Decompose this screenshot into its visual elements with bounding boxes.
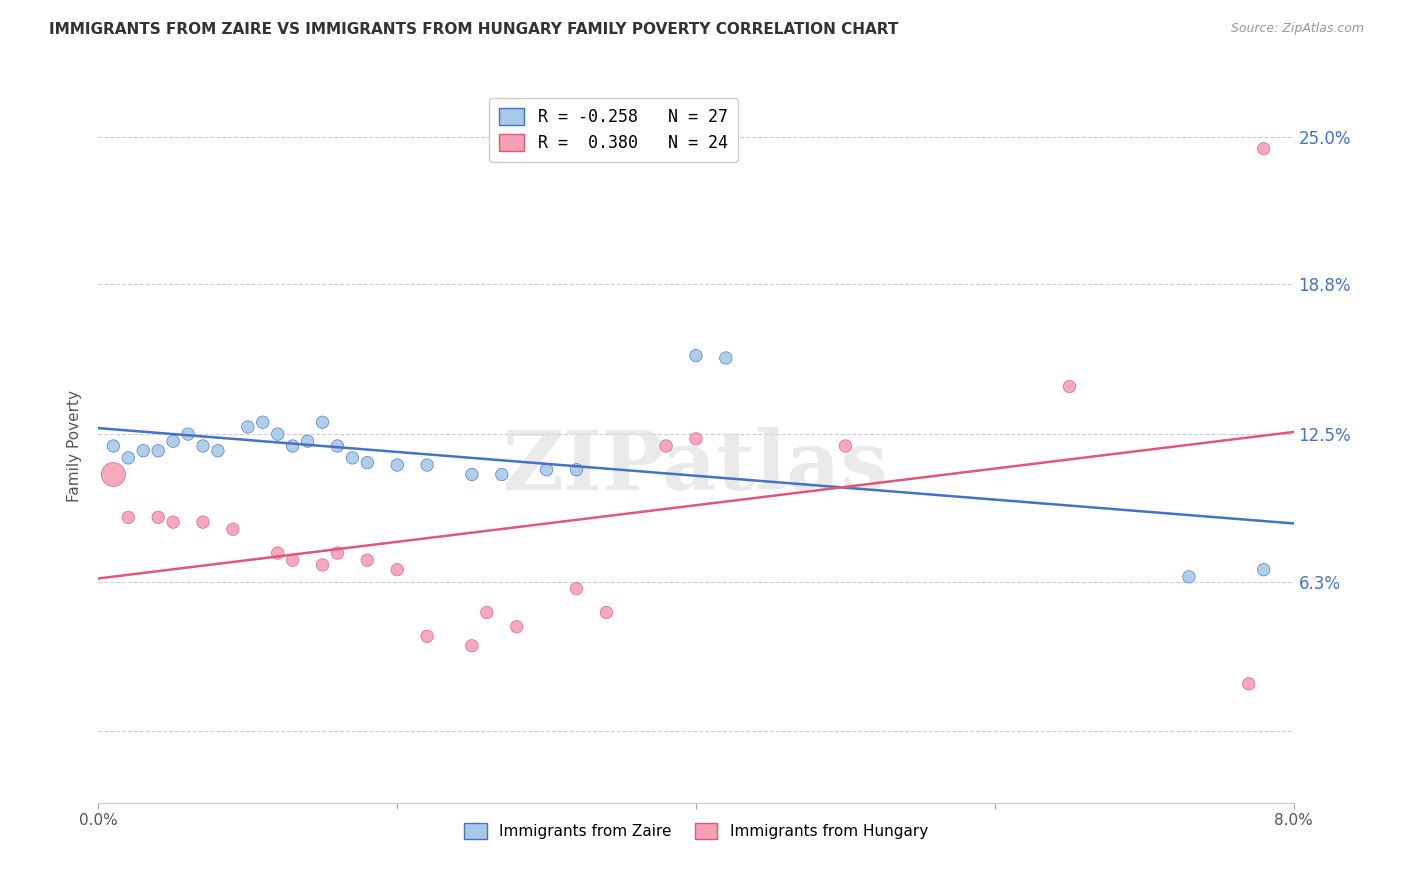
Point: [191, 439, 214, 453]
Point: [117, 510, 139, 524]
Point: [117, 450, 139, 465]
Point: [385, 458, 409, 472]
Point: [297, 434, 319, 449]
Point: [236, 420, 259, 434]
Point: [148, 443, 170, 458]
Text: Source: ZipAtlas.com: Source: ZipAtlas.com: [1230, 22, 1364, 36]
Point: [311, 558, 333, 572]
Point: [162, 515, 184, 529]
Point: [132, 443, 155, 458]
Point: [491, 467, 513, 482]
Point: [461, 467, 484, 482]
Point: [1253, 142, 1275, 156]
Point: [685, 432, 707, 446]
Point: [461, 639, 484, 653]
Y-axis label: Family Poverty: Family Poverty: [67, 390, 83, 502]
Point: [281, 553, 304, 567]
Point: [1178, 570, 1201, 584]
Point: [103, 467, 125, 482]
Point: [326, 546, 349, 560]
Point: [252, 415, 274, 429]
Point: [655, 439, 678, 453]
Legend: Immigrants from Zaire, Immigrants from Hungary: Immigrants from Zaire, Immigrants from H…: [458, 817, 934, 845]
Point: [342, 450, 364, 465]
Point: [475, 606, 498, 620]
Point: [595, 606, 617, 620]
Point: [565, 463, 588, 477]
Point: [416, 629, 439, 643]
Text: IMMIGRANTS FROM ZAIRE VS IMMIGRANTS FROM HUNGARY FAMILY POVERTY CORRELATION CHAR: IMMIGRANTS FROM ZAIRE VS IMMIGRANTS FROM…: [49, 22, 898, 37]
Point: [714, 351, 737, 365]
Point: [356, 553, 378, 567]
Point: [1059, 379, 1081, 393]
Point: [267, 546, 290, 560]
Point: [281, 439, 304, 453]
Point: [416, 458, 439, 472]
Point: [103, 439, 125, 453]
Point: [326, 439, 349, 453]
Point: [267, 427, 290, 442]
Point: [1253, 563, 1275, 577]
Point: [207, 443, 229, 458]
Point: [222, 522, 245, 536]
Point: [148, 510, 170, 524]
Point: [685, 349, 707, 363]
Point: [356, 456, 378, 470]
Text: ZIPatlas: ZIPatlas: [503, 427, 889, 508]
Point: [1237, 677, 1260, 691]
Point: [565, 582, 588, 596]
Point: [191, 515, 214, 529]
Point: [177, 427, 200, 442]
Point: [162, 434, 184, 449]
Point: [506, 620, 529, 634]
Point: [536, 463, 558, 477]
Point: [311, 415, 333, 429]
Point: [834, 439, 856, 453]
Point: [385, 563, 409, 577]
